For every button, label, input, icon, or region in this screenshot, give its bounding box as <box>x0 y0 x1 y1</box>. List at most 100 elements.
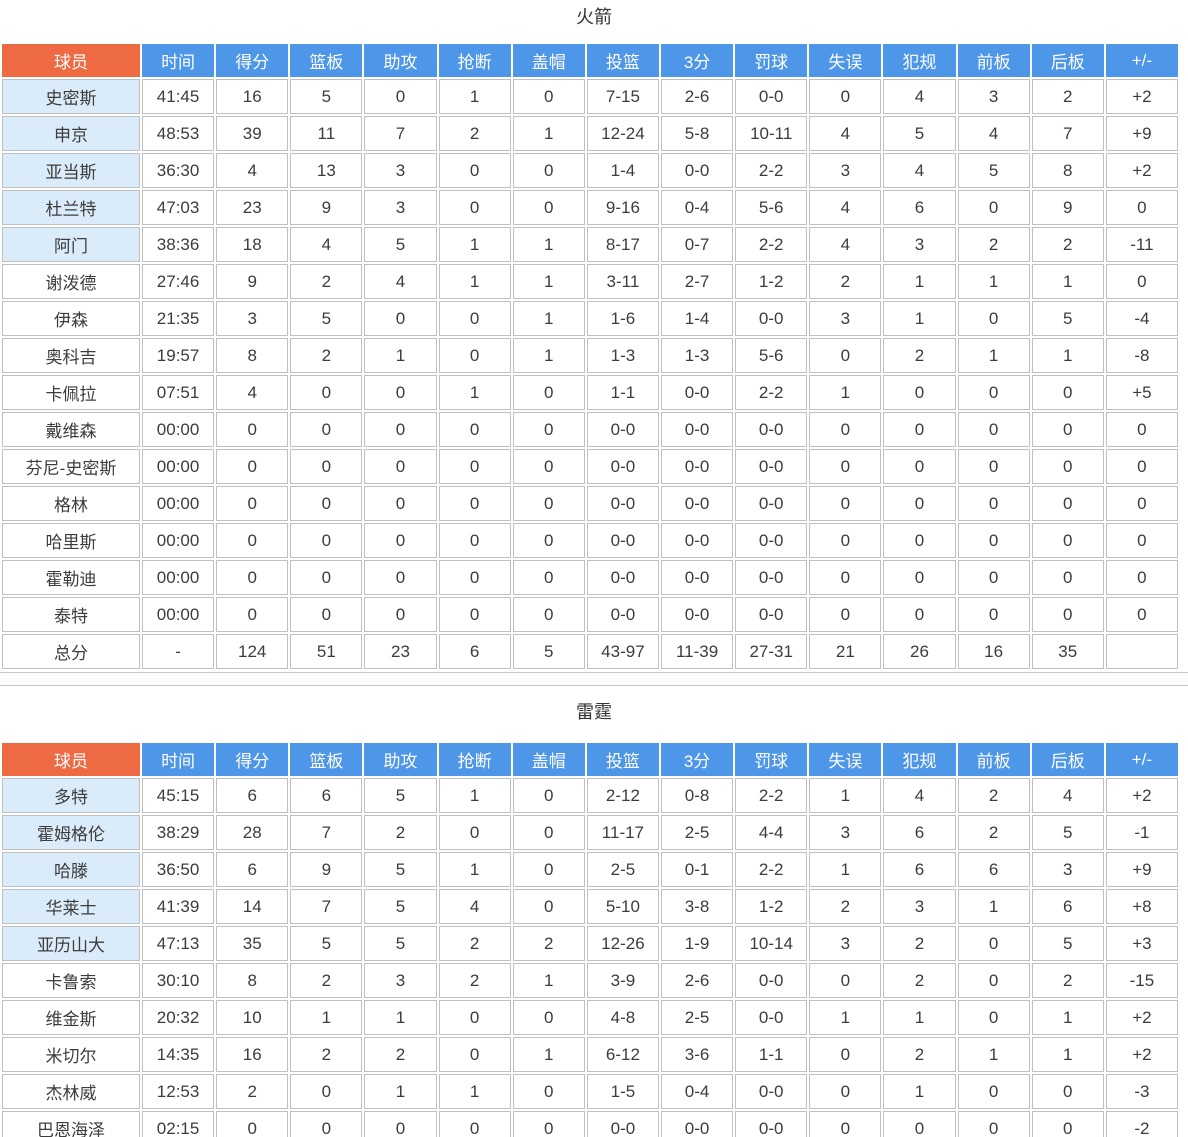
stat-cell: 0 <box>438 449 511 484</box>
stat-cell: 0 <box>957 301 1030 336</box>
player-row: 谢泼德 27:46 9 2 4 1 1 3-11 2-7 1-2 2 1 1 1 0 <box>2 264 1178 299</box>
stat-cell: 0 <box>290 597 363 632</box>
stat-cell: 0 <box>809 1037 882 1072</box>
player-column-header: 球员 <box>2 44 140 77</box>
player-row: 巴恩海泽 02:15 0 0 0 0 0 0-0 0-0 0-0 0 0 0 0 -2 <box>2 1111 1178 1137</box>
player-column-header: 球员 <box>2 743 140 776</box>
player-row: 芬尼-史密斯 00:00 0 0 0 0 0 0-0 0-0 0-0 0 0 0 0 0 <box>2 449 1178 484</box>
stat-cell: 0 <box>290 1111 363 1137</box>
stat-cell: 0 <box>512 597 585 632</box>
stat-cell: 1 <box>512 227 585 262</box>
stat-cell: 5 <box>364 227 437 262</box>
stat-cell: 0 <box>809 449 882 484</box>
stat-cell: 1 <box>438 79 511 114</box>
stat-cell: 1 <box>883 1074 956 1109</box>
stat-cell: 1 <box>364 1000 437 1035</box>
stat-cell: 0 <box>290 1074 363 1109</box>
stat-cell: 1 <box>809 375 882 410</box>
stat-cell: 21:35 <box>142 301 215 336</box>
stat-cell: 2-2 <box>735 375 808 410</box>
stat-cell: 4 <box>883 153 956 188</box>
stat-column-header: 盖帽 <box>512 743 585 776</box>
stat-cell: 0 <box>1105 264 1178 299</box>
stat-cell: 1 <box>1031 338 1104 373</box>
stat-cell: 9 <box>216 264 289 299</box>
stat-cell: 1-4 <box>660 301 734 336</box>
stat-cell: 5 <box>290 79 363 114</box>
stat-cell: 1 <box>809 852 882 887</box>
stat-cell: 0 <box>216 1111 289 1137</box>
stat-column-header: 犯规 <box>883 743 956 776</box>
stat-column-header: 投篮 <box>586 743 659 776</box>
stat-cell: 1 <box>438 778 511 813</box>
stat-cell: 2-7 <box>660 264 734 299</box>
stat-cell: 3-9 <box>586 963 659 998</box>
stat-cell: 0 <box>883 560 956 595</box>
stat-cell: 1 <box>364 338 437 373</box>
stat-cell: 5 <box>512 634 585 669</box>
stat-cell: 0 <box>1105 449 1178 484</box>
stat-cell: 1-2 <box>735 264 808 299</box>
stat-cell: 0 <box>1031 449 1104 484</box>
stat-cell: 0 <box>809 963 882 998</box>
stat-cell: 38:36 <box>142 227 215 262</box>
stat-cell: 2 <box>883 1037 956 1072</box>
stat-cell: 0-0 <box>586 523 659 558</box>
stat-cell: 0 <box>364 1111 437 1137</box>
player-row: 史密斯 41:45 16 5 0 1 0 7-15 2-6 0-0 0 4 3 2 +2 <box>2 79 1178 114</box>
rockets-box-score-section: 球员 时间 得分 篮板 助攻 抢断 盖帽 投篮 3分 罚球 失误 犯规 前板 后板 +/- 史密斯 41:45… <box>0 42 1188 671</box>
stat-cell: 0 <box>512 852 585 887</box>
player-row: 霍勒迪 00:00 0 0 0 0 0 0-0 0-0 0-0 0 0 0 0 0 <box>2 560 1178 595</box>
stat-cell: 3-11 <box>586 264 659 299</box>
stat-column-header: +/- <box>1105 743 1178 776</box>
stat-cell: 0-0 <box>660 1111 734 1137</box>
stat-cell: 2 <box>290 963 363 998</box>
stat-cell: 3 <box>809 301 882 336</box>
player-row: 多特 45:15 6 6 5 1 0 2-12 0-8 2-2 1 4 2 4 +2 <box>2 778 1178 813</box>
stat-cell: 02:15 <box>142 1111 215 1137</box>
stat-cell: 124 <box>216 634 289 669</box>
stat-cell: -11 <box>1105 227 1178 262</box>
stat-cell: 5 <box>957 153 1030 188</box>
stat-cell: 1 <box>883 264 956 299</box>
stat-cell: 0 <box>512 412 585 447</box>
player-row: 维金斯 20:32 10 1 1 0 0 4-8 2-5 0-0 1 1 0 1 +2 <box>2 1000 1178 1035</box>
stat-cell: 10-11 <box>735 116 808 151</box>
stat-cell: 0 <box>512 1111 585 1137</box>
stat-cell: 0 <box>957 523 1030 558</box>
player-row: 卡鲁索 30:10 8 2 3 2 1 3-9 2-6 0-0 0 2 0 2 -15 <box>2 963 1178 998</box>
stat-cell: 43-97 <box>586 634 659 669</box>
stat-cell: 0 <box>883 375 956 410</box>
stat-cell: 45:15 <box>142 778 215 813</box>
stat-cell: 0 <box>957 1000 1030 1035</box>
player-name-cell: 米切尔 <box>2 1037 140 1072</box>
stat-cell: 2-6 <box>660 963 734 998</box>
stat-cell: 19:57 <box>142 338 215 373</box>
stat-cell: 2 <box>957 227 1030 262</box>
player-name-cell: 泰特 <box>2 597 140 632</box>
stat-column-header: 盖帽 <box>512 44 585 77</box>
stat-cell: 5 <box>1031 815 1104 850</box>
stat-cell: 7-15 <box>586 79 659 114</box>
stat-cell: 27-31 <box>735 634 808 669</box>
stat-cell: -15 <box>1105 963 1178 998</box>
stat-cell: 35 <box>216 926 289 961</box>
player-row: 哈里斯 00:00 0 0 0 0 0 0-0 0-0 0-0 0 0 0 0 0 <box>2 523 1178 558</box>
player-name-cell: 亚历山大 <box>2 926 140 961</box>
stat-cell: 10 <box>216 1000 289 1035</box>
stat-cell: 3 <box>809 153 882 188</box>
stat-cell: 0-7 <box>660 227 734 262</box>
stat-cell: 00:00 <box>142 449 215 484</box>
stat-cell: 2 <box>1031 963 1104 998</box>
table-header: 球员 时间 得分 篮板 助攻 抢断 盖帽 投篮 3分 罚球 失误 犯规 前板 后板 +/- <box>2 743 1178 776</box>
stat-cell: -4 <box>1105 301 1178 336</box>
stat-cell: 0 <box>957 449 1030 484</box>
player-name-cell: 史密斯 <box>2 79 140 114</box>
stat-cell: 5 <box>883 116 956 151</box>
stat-cell: 0-0 <box>586 486 659 521</box>
stat-cell: 6-12 <box>586 1037 659 1072</box>
stat-column-header: 失误 <box>809 743 882 776</box>
stat-cell: 2 <box>438 926 511 961</box>
stat-cell: 0 <box>512 153 585 188</box>
player-row: 伊森 21:35 3 5 0 0 1 1-6 1-4 0-0 3 1 0 5 -4 <box>2 301 1178 336</box>
